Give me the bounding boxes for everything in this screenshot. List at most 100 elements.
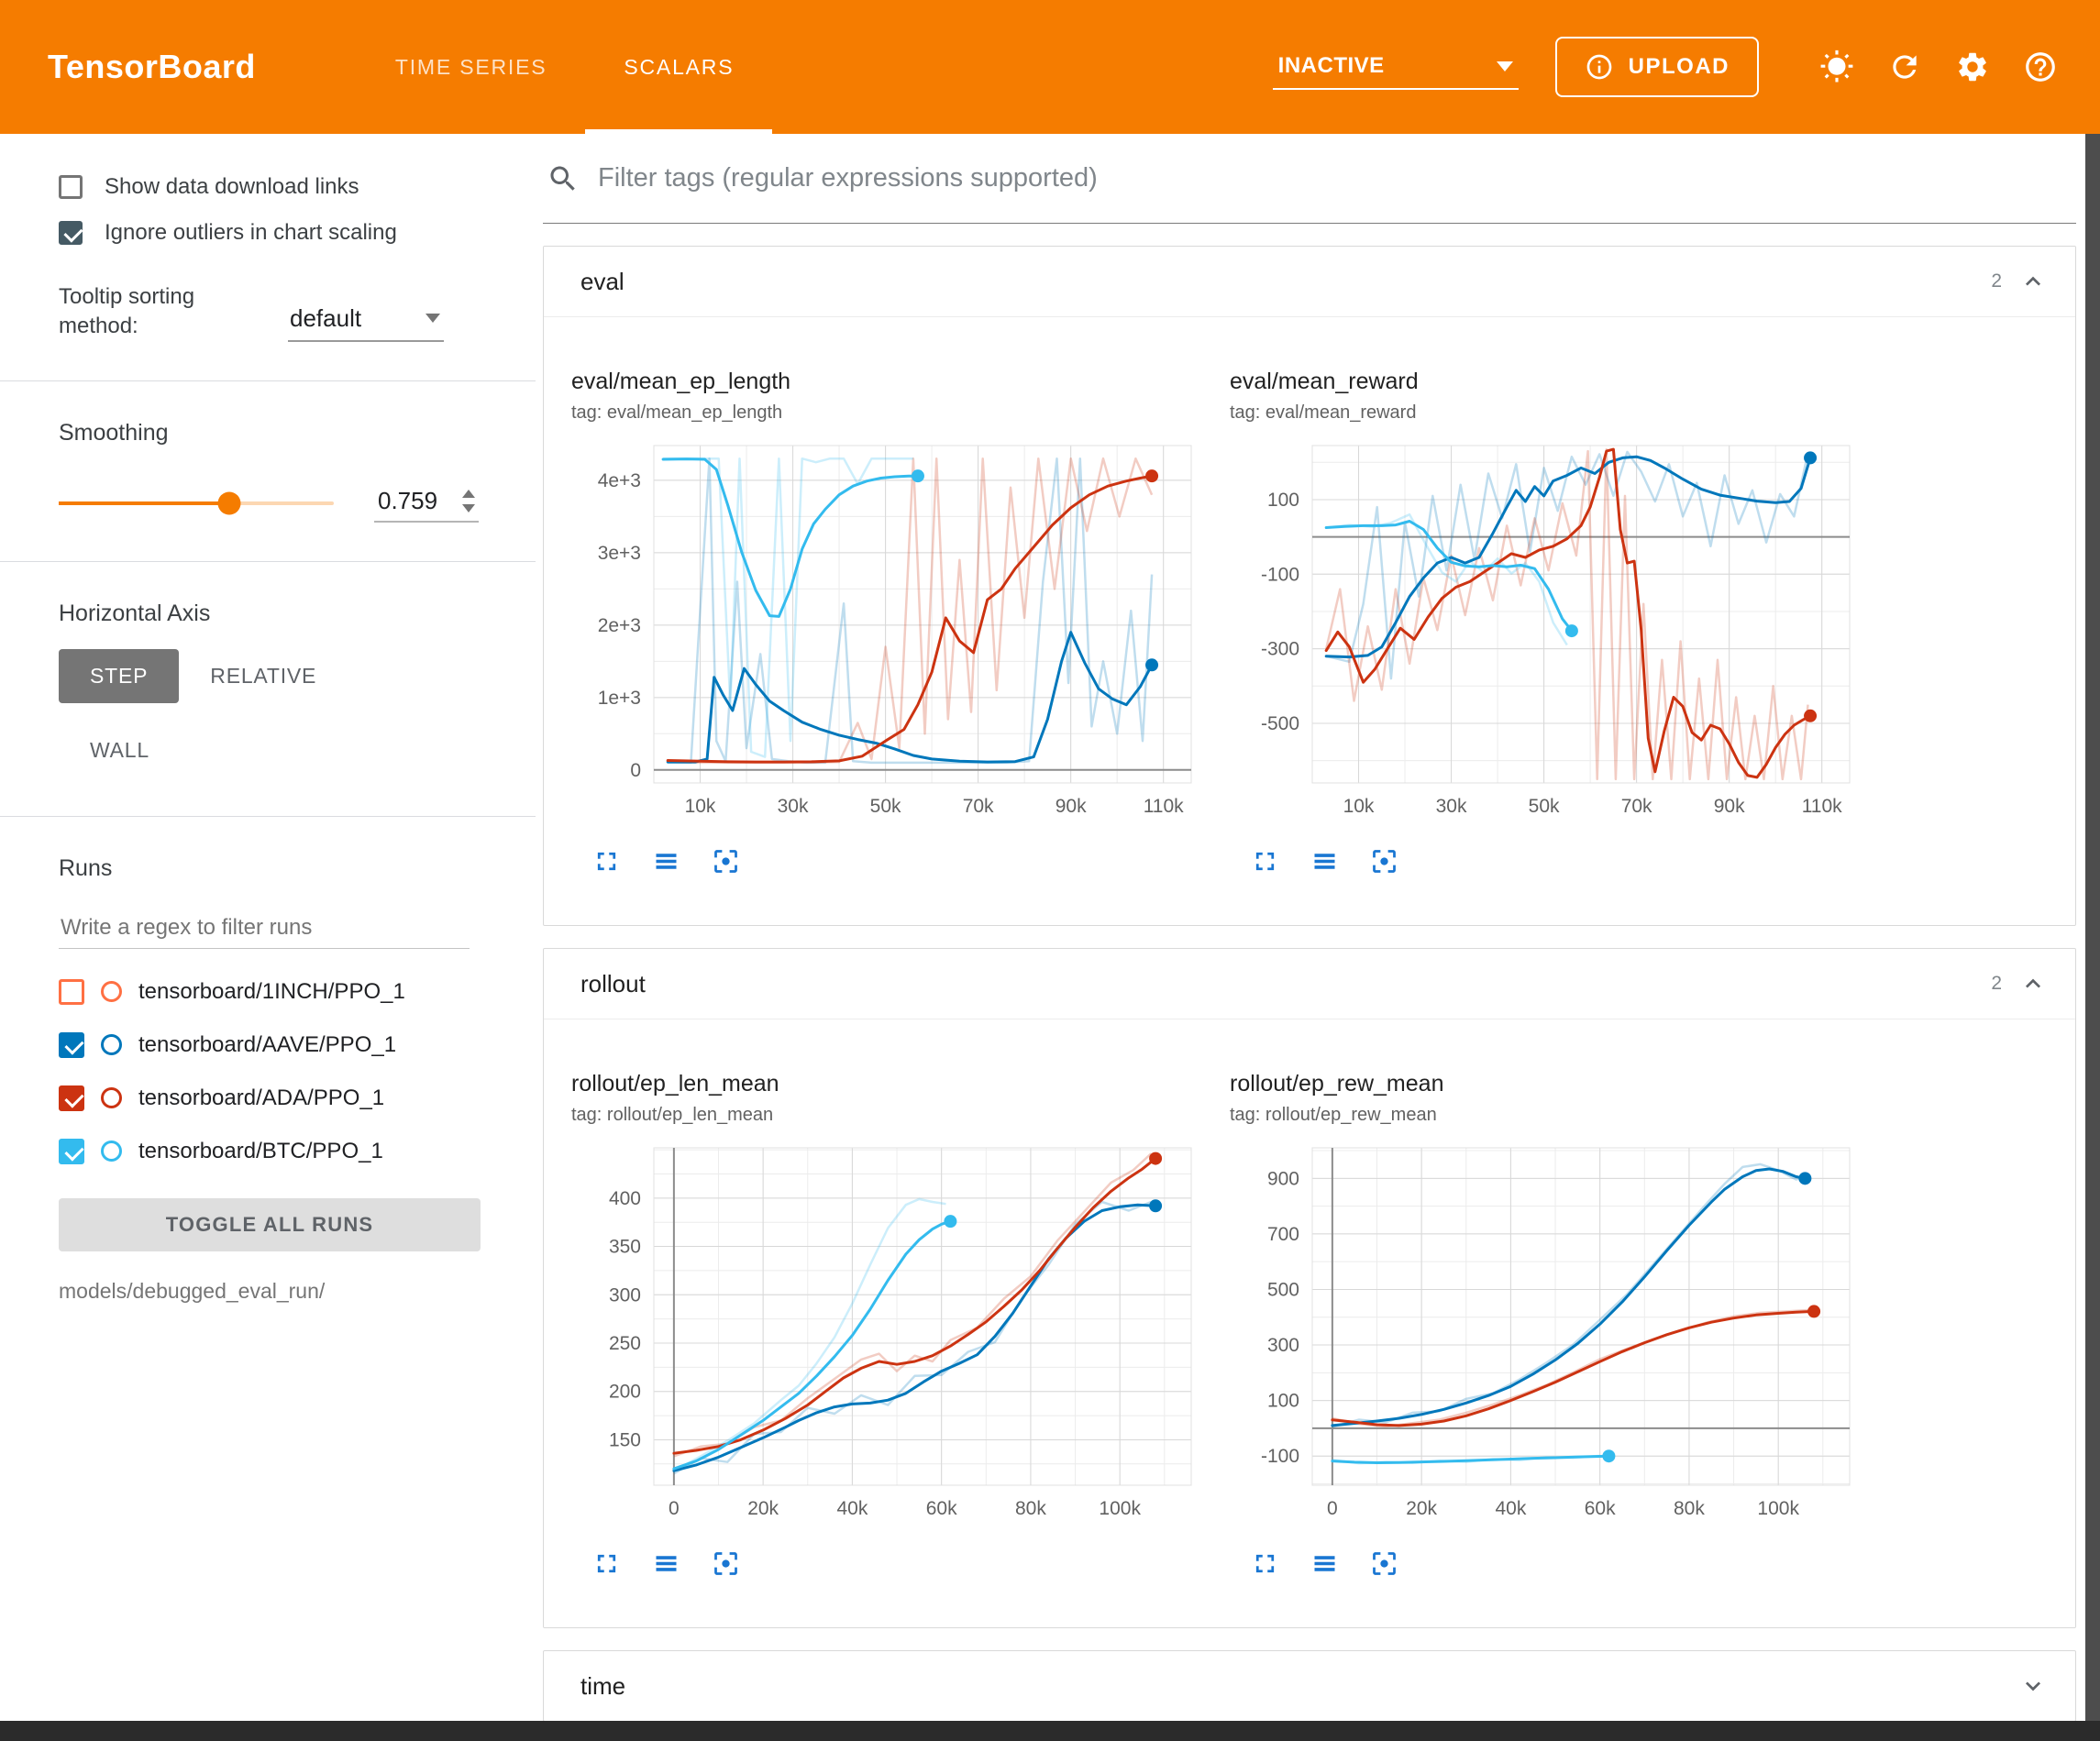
run-color-indicator[interactable] — [101, 981, 122, 1003]
svg-text:-300: -300 — [1261, 639, 1299, 660]
chart-plot[interactable]: 10k 30k 50k 70k 90k 110k 0 1e+3 2e+3 3e+3 4e+3 — [569, 438, 1202, 827]
fit-domain-icon[interactable] — [1369, 1548, 1399, 1579]
card-count: 2 — [1991, 270, 2002, 292]
run-checkbox[interactable] — [59, 1085, 84, 1111]
card-header-time[interactable]: time — [544, 1651, 2075, 1721]
chart-tag: tag: rollout/ep_len_mean — [571, 1105, 774, 1125]
tag-filter — [543, 134, 2076, 224]
smoothing-value-input[interactable] — [378, 486, 457, 515]
chart-plot[interactable]: 0 20k 40k 60k 80k 100k 150 200 250 300 350 400 — [569, 1140, 1202, 1529]
card-header-eval[interactable]: eval 2 — [544, 247, 2075, 316]
svg-text:0: 0 — [1327, 1498, 1338, 1519]
show-download-links-row[interactable]: Show data download links — [59, 174, 536, 200]
chart-plot[interactable]: 10k 30k 50k 70k 90k 110k 100 -100 -300 -500 — [1228, 438, 1861, 827]
run-color-indicator[interactable] — [101, 1087, 122, 1109]
scalars-dashboard: eval 2 eval/mean_ep_length tag: eval/mean… — [536, 134, 2085, 1721]
slider-fill — [59, 501, 229, 506]
svg-text:-500: -500 — [1261, 713, 1299, 734]
brightness-icon[interactable] — [1810, 40, 1863, 94]
runs-filter-input[interactable] — [59, 907, 470, 949]
run-color-indicator[interactable] — [101, 1034, 122, 1056]
chart-rollout-ep-rew-mean: rollout/ep_rew_mean tag: rollout/ep_rew_m… — [1228, 1071, 1862, 1583]
refresh-icon[interactable] — [1878, 40, 1931, 94]
smoothing-control — [59, 485, 536, 523]
svg-text:100: 100 — [1267, 1391, 1299, 1412]
help-icon[interactable] — [2014, 40, 2067, 94]
stepper-up-icon[interactable] — [462, 489, 475, 498]
divider — [0, 380, 536, 381]
axis-option-relative[interactable]: RELATIVE — [179, 649, 348, 703]
expand-chart-icon[interactable] — [1250, 1548, 1280, 1579]
card-title: eval — [580, 267, 624, 295]
svg-text:90k: 90k — [1056, 796, 1087, 817]
run-table-icon[interactable] — [1310, 846, 1340, 876]
toggle-all-runs-button[interactable]: TOGGLE ALL RUNS — [59, 1197, 481, 1251]
run-table-icon[interactable] — [1310, 1548, 1340, 1579]
svg-text:300: 300 — [1267, 1335, 1299, 1356]
svg-text:150: 150 — [609, 1429, 641, 1450]
card-rollout: rollout 2 rollout/ep_len_mean tag: rollou… — [543, 948, 2076, 1628]
ignore-outliers-checkbox[interactable] — [59, 221, 83, 245]
chart-toolbar — [591, 841, 1204, 881]
smoothing-value-box — [374, 485, 479, 523]
runs-label: Runs — [59, 854, 113, 881]
axis-option-step[interactable]: STEP — [59, 648, 180, 703]
divider — [0, 560, 536, 562]
svg-text:10k: 10k — [685, 796, 716, 817]
svg-text:60k: 60k — [926, 1498, 957, 1519]
run-item[interactable]: tensorboard/AAVE/PPO_1 — [59, 1019, 536, 1072]
slider-thumb[interactable] — [217, 491, 241, 515]
run-name: tensorboard/AAVE/PPO_1 — [138, 1031, 397, 1057]
card-time: time — [543, 1650, 2076, 1721]
status-dropdown[interactable]: INACTIVE — [1272, 44, 1519, 90]
axis-option-wall[interactable]: WALL — [59, 723, 181, 777]
chart-toolbar — [591, 1543, 1204, 1583]
run-item[interactable]: tensorboard/BTC/PPO_1 — [59, 1125, 536, 1178]
stepper-down-icon[interactable] — [462, 503, 475, 512]
expand-icon[interactable] — [2018, 1671, 2048, 1701]
tab-time-series[interactable]: TIME SERIES — [394, 54, 547, 79]
expand-chart-icon[interactable] — [591, 846, 622, 876]
collapse-icon[interactable] — [2018, 267, 2048, 296]
run-item[interactable]: tensorboard/ADA/PPO_1 — [59, 1072, 536, 1125]
horizontal-axis-options: STEP RELATIVE WALL — [59, 648, 462, 777]
svg-text:400: 400 — [609, 1188, 641, 1209]
dropdown-arrow-icon — [426, 314, 440, 324]
smoothing-slider[interactable] — [59, 491, 334, 515]
fit-domain-icon[interactable] — [711, 846, 741, 876]
card-count: 2 — [1991, 973, 2002, 994]
ignore-outliers-row[interactable]: Ignore outliers in chart scaling — [59, 220, 536, 246]
scrollbar[interactable] — [2085, 134, 2100, 1741]
collapse-icon[interactable] — [2018, 969, 2048, 998]
run-checkbox[interactable] — [59, 978, 84, 1005]
expand-chart-icon[interactable] — [1250, 846, 1280, 876]
settings-gear-icon[interactable] — [1946, 40, 1999, 94]
show-download-links-checkbox[interactable] — [59, 175, 83, 199]
chart-eval-mean-reward: eval/mean_reward tag: eval/mean_reward 10k… — [1228, 369, 1862, 881]
fit-domain-icon[interactable] — [711, 1548, 741, 1579]
run-color-indicator[interactable] — [101, 1140, 122, 1163]
checkbox-label: Ignore outliers in chart scaling — [105, 220, 397, 245]
svg-text:-100: -100 — [1261, 564, 1299, 585]
tooltip-sorting-row: Tooltip sorting method: default — [59, 282, 536, 342]
run-table-icon[interactable] — [651, 846, 681, 876]
upload-button[interactable]: UPLOAD — [1554, 37, 1759, 97]
chart-plot[interactable]: 0 20k 40k 60k 80k 100k -100 100 300 500 700 900 — [1228, 1140, 1861, 1529]
run-checkbox[interactable] — [59, 1138, 84, 1164]
chart-tag: tag: eval/mean_ep_length — [571, 402, 783, 423]
svg-text:100k: 100k — [1099, 1498, 1141, 1519]
runs-list: tensorboard/1INCH/PPO_1 tensorboard/AAVE/… — [59, 965, 536, 1178]
tab-scalars[interactable]: SCALARS — [585, 0, 773, 134]
expand-chart-icon[interactable] — [591, 1548, 622, 1579]
tag-filter-input[interactable] — [598, 163, 2076, 193]
card-header-rollout[interactable]: rollout 2 — [544, 949, 2075, 1019]
svg-text:80k: 80k — [1015, 1498, 1046, 1519]
tooltip-sorting-select[interactable]: default — [288, 301, 444, 342]
run-checkbox[interactable] — [59, 1031, 84, 1058]
run-table-icon[interactable] — [651, 1548, 681, 1579]
svg-text:110k: 110k — [1802, 796, 1842, 817]
app-header: TensorBoard TIME SERIES SCALARS INACTIVE … — [0, 0, 2100, 134]
run-item[interactable]: tensorboard/1INCH/PPO_1 — [59, 965, 536, 1019]
fit-domain-icon[interactable] — [1369, 846, 1399, 876]
chart-title: rollout/ep_len_mean — [571, 1071, 779, 1096]
